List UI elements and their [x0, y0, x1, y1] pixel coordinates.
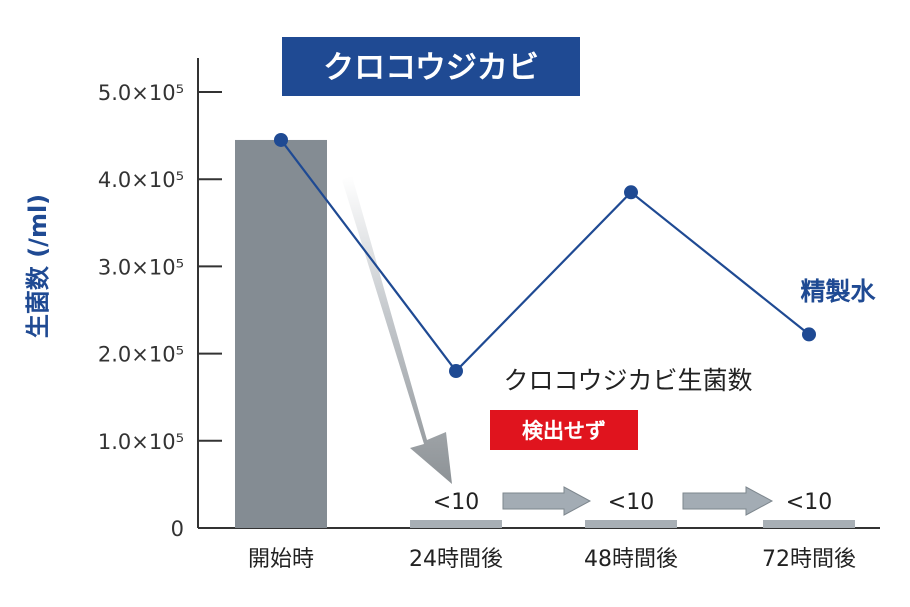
decrease-arrow	[342, 176, 452, 484]
y-tick-label: 2.0×10⁵	[98, 343, 184, 367]
line-point-1	[449, 364, 463, 379]
bar-0	[235, 139, 327, 528]
bar-value-label: <10	[433, 490, 479, 515]
chart-title: クロコウジカビ	[323, 50, 539, 86]
progress-arrow	[682, 486, 774, 516]
bar-value-label: <10	[786, 490, 832, 515]
bar-series-name: クロコウジカビ生菌数	[503, 366, 752, 395]
line-series-name: 精製水	[800, 277, 876, 306]
y-tick-label: 3.0×10⁵	[98, 255, 184, 279]
y-tick-label: 1.0×10⁵	[98, 430, 184, 454]
not-detected-text: 検出せず	[522, 419, 606, 443]
series-line-精製水	[280, 139, 810, 373]
bar-1	[410, 520, 502, 528]
line-point-2	[624, 185, 638, 200]
y-tick-label: 0	[171, 517, 184, 541]
x-category-label: 24時間後	[409, 547, 503, 572]
bar-value-label: <10	[608, 490, 654, 515]
y-tick-label: 4.0×10⁵	[98, 168, 184, 192]
progress-arrow	[502, 486, 592, 516]
line-point-0	[274, 132, 288, 147]
x-category-label: 72時間後	[762, 547, 856, 572]
bar-3	[763, 520, 855, 528]
y-axis-label: 生菌数 (/ml)	[24, 194, 52, 338]
x-category-label: 開始時	[248, 547, 314, 572]
x-category-label: 48時間後	[584, 547, 678, 572]
chart-title-box	[282, 37, 580, 96]
not-detected-badge	[490, 410, 638, 450]
y-tick-label: 5.0×10⁵	[98, 81, 184, 105]
bar-2	[585, 520, 677, 528]
line-point-3	[802, 327, 816, 342]
